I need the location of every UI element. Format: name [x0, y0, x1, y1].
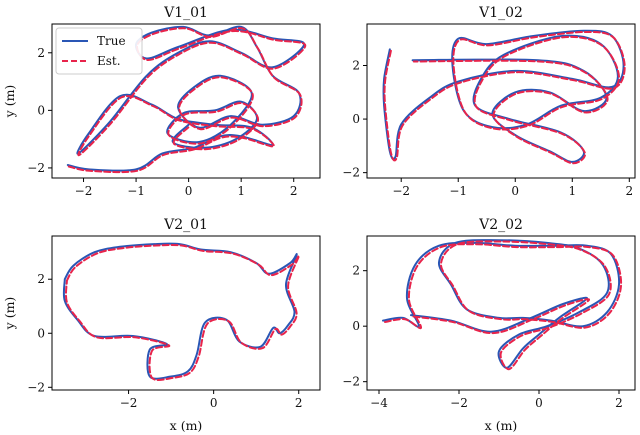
x-tick-label: −4 [370, 396, 388, 410]
plot-frame [51, 235, 321, 391]
y-tick-label: −2 [27, 161, 45, 175]
legend-est-label: Est. [97, 54, 121, 68]
y-tick-label: 2 [37, 272, 45, 286]
y-tick-label: −2 [27, 380, 45, 394]
estimated-trajectory-line [383, 30, 626, 165]
legend: True Est. [55, 27, 143, 75]
x-tick-label: −2 [450, 396, 468, 410]
x-tick-label: −1 [127, 184, 145, 198]
x-tick-label: 1 [237, 184, 245, 198]
y-tick-label: 0 [352, 112, 360, 126]
x-tick-label: −1 [449, 184, 467, 198]
panel-title: V1_02 [478, 5, 523, 21]
x-tick-label: 1 [568, 184, 576, 198]
x-tick-label: −2 [120, 396, 138, 410]
y-tick-label: 2 [352, 59, 360, 73]
x-axis-label: x (m) [170, 418, 203, 433]
plot-frame [366, 23, 636, 179]
estimated-trajectory-line [384, 240, 623, 371]
true-trajectory-line [382, 239, 621, 369]
x-tick-label: 0 [535, 396, 543, 410]
x-tick-label: −2 [392, 184, 410, 198]
y-tick-label: −2 [342, 375, 360, 389]
panel-1: −2 −1 0 1 2 −2 0 2 V1_01y (m) [2, 5, 321, 198]
panel-title: V2_02 [478, 217, 523, 233]
y-tick-label: −2 [342, 166, 360, 180]
x-tick-label: 2 [625, 184, 633, 198]
legend-box [55, 27, 143, 75]
x-tick-label: 2 [295, 396, 303, 410]
panel-4: −4 −2 0 2 −2 0 2 V2_02x (m) [342, 217, 636, 433]
y-tick-label: 0 [37, 103, 45, 117]
x-tick-label: 0 [210, 396, 218, 410]
panel-title: V2_01 [163, 217, 208, 233]
x-axis-label: x (m) [485, 418, 518, 433]
legend-true-label: True [97, 34, 126, 48]
x-tick-label: −2 [75, 184, 93, 198]
x-tick-label: 0 [185, 184, 193, 198]
panel-2: −2 −1 0 1 2 −2 0 2 V1_02 [342, 5, 636, 198]
panel-title: V1_01 [163, 5, 208, 21]
true-trajectory-line [62, 242, 298, 380]
y-tick-label: 0 [37, 326, 45, 340]
y-tick-label: 0 [352, 319, 360, 333]
plot-frame [51, 23, 321, 179]
y-axis-label: y (m) [2, 297, 17, 331]
x-tick-label: 2 [615, 396, 623, 410]
plot-frame [366, 235, 636, 391]
true-trajectory-line [382, 29, 625, 163]
panel-3: −2 0 2 −2 0 2 V2_01x (m) y (m) [2, 217, 321, 433]
x-tick-label: 2 [290, 184, 298, 198]
y-axis-label: y (m) [2, 85, 17, 119]
y-tick-label: 2 [352, 264, 360, 278]
x-tick-label: 0 [511, 184, 519, 198]
y-tick-label: 2 [37, 46, 45, 60]
estimated-trajectory-line [64, 243, 300, 382]
